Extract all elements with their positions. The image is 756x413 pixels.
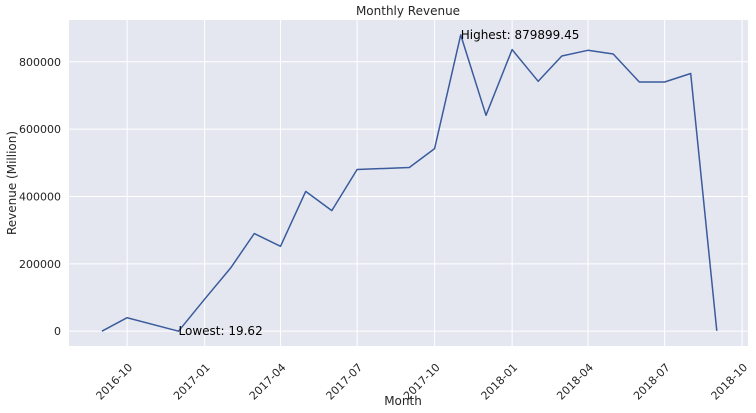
x-tick-label: 2018-10	[709, 361, 751, 403]
x-tick-label: 2018-07	[631, 361, 673, 403]
y-axis-ticks: 0 200000 400000 600000 800000	[19, 56, 61, 338]
annotations: Highest: 879899.45 Lowest: 19.62	[179, 28, 580, 338]
annotation-label: Lowest: 19.62	[179, 324, 263, 338]
annotation-label: Highest: 879899.45	[461, 28, 580, 42]
x-tick-label: 2017-04	[247, 361, 289, 403]
y-tick-label: 600000	[19, 123, 61, 136]
x-tick-label: 2018-01	[479, 361, 521, 403]
x-tick-label: 2016-10	[94, 361, 136, 403]
grid-lines	[69, 20, 748, 346]
y-tick-label: 0	[54, 325, 61, 338]
x-tick-label: 2017-01	[171, 361, 213, 403]
y-tick-label: 200000	[19, 258, 61, 271]
x-axis-ticks: 2016-10 2017-01 2017-04 2017-07 2017-10 2018-…	[94, 361, 751, 403]
y-tick-label: 800000	[19, 56, 61, 69]
x-tick-label: 2017-07	[324, 361, 366, 403]
y-tick-label: 400000	[19, 190, 61, 203]
series-line	[101, 34, 718, 332]
x-axis-label: Month	[384, 394, 422, 408]
chart-title: Monthly Revenue	[356, 4, 460, 18]
y-axis-label: Revenue (Million)	[5, 131, 19, 235]
plot-background	[69, 20, 748, 346]
x-tick-label: 2018-04	[554, 361, 596, 403]
